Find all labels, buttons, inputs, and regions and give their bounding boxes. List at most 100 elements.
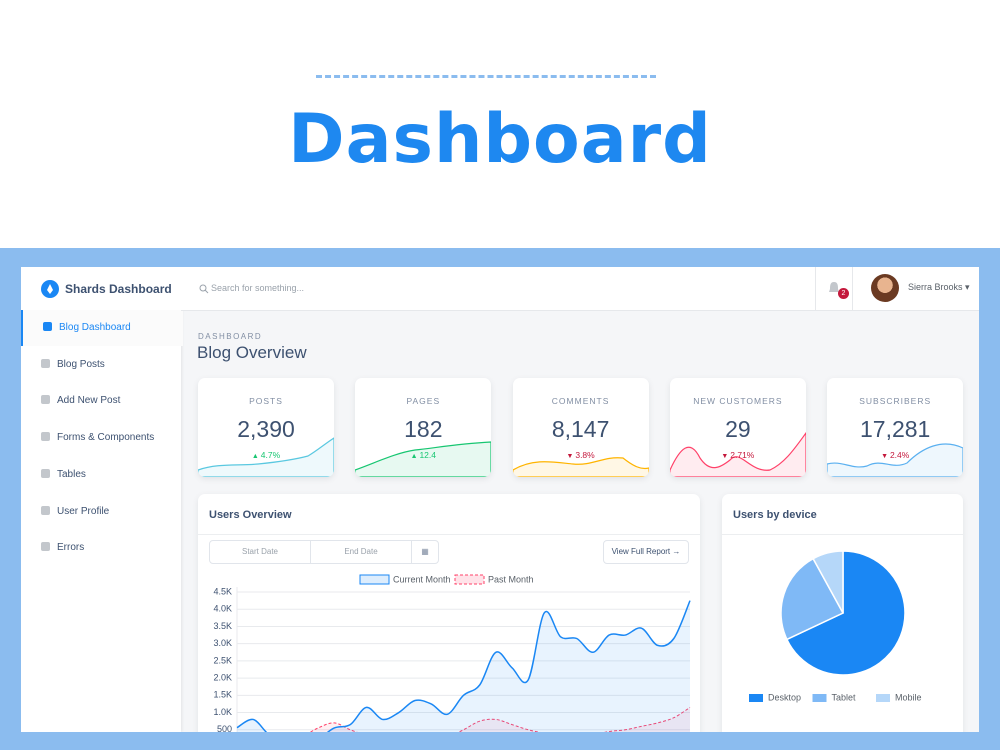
stat-card: POSTS 2,390 ▲ 4.7% [198,378,334,477]
nav-icon [41,505,50,515]
nav-item[interactable]: Add New Post [21,383,181,419]
y-tick-label: 1.0K [213,707,232,717]
brand-name: Shards Dashboard [65,282,172,296]
nav-item[interactable]: Errors [21,530,181,566]
stat-change: ▲ 12.4 [355,450,491,460]
y-tick-label: 2.0K [213,672,232,682]
legend-swatch [812,694,827,702]
stat-card: COMMENTS 8,147 ▼ 3.8% [512,378,649,477]
sparkline [827,443,964,477]
topbar: Search for something... 2 Sierra Brooks … [181,267,979,311]
change-value: 2.4% [889,450,910,460]
divider [722,534,963,535]
legend-swatch [876,694,890,702]
nav-icon [41,395,50,405]
calendar-button[interactable]: ▦ [411,540,439,564]
change-value: 4.7% [260,450,281,460]
nav-label: Blog Posts [57,358,105,370]
sparkline [669,431,806,477]
nav-icon [43,322,52,331]
stat-card: PAGES 182 ▲ 12.4 [355,378,492,477]
pie-slice [780,557,845,641]
stat-change: ▼ 2.71% [670,450,806,460]
nav-icon [41,542,50,552]
y-tick-label: 500 [217,724,232,732]
stat-label: COMMENTS [551,396,610,406]
change-value: 12.4 [419,450,436,460]
nav-item[interactable]: Blog Posts [21,347,181,383]
legend-label: Current Month [393,574,451,584]
y-tick-label: 3.5K [213,621,232,631]
stat-value: 182 [404,416,443,442]
stat-value: 2,390 [237,416,295,442]
legend-label: Mobile [895,692,922,702]
nav-icon [41,432,50,442]
notification-badge: 2 [838,288,849,299]
sparkline [512,457,649,477]
change-value: 2.71% [730,450,755,460]
screenshot: Shards Dashboard Blog Dashboard Blog Post… [21,267,979,732]
charts: 500 1.0K 1.5K 2.0K 2.5K 3.0K 3.5K 4.0K 4.5K Curre… [213,550,922,732]
stat-change: ▼ 2.4% [827,450,963,460]
divider [198,534,700,535]
sparkline-area [669,431,806,477]
nav-label: Add New Post [57,395,121,407]
series-area [237,600,690,732]
nav-item[interactable]: User Profile [21,494,181,530]
nav-icon [41,468,50,478]
trend-arrow: ▼ [566,453,576,460]
users-overview-card: Users Overview Start Date End Date ▦ Vie… [198,494,700,732]
y-tick-label: 4.5K [213,586,232,596]
avatar [871,274,899,302]
stat-label: POSTS [249,396,283,406]
y-tick-label: 3.0K [213,638,232,648]
search-icon [199,284,209,294]
bell-icon [829,282,839,292]
nav-label: User Profile [57,505,110,517]
legend-label: Tablet [832,692,857,702]
pie-slice [785,550,906,676]
nav-item[interactable]: Forms & Components [21,420,181,456]
stat-label: PAGES [406,396,441,406]
user-name: Sierra Brooks [908,282,963,292]
page-subtitle: DASHBOARD [198,332,263,341]
y-tick-label: 4.0K [213,604,232,614]
nav-item[interactable]: Tables [21,457,181,493]
sidebar: Shards Dashboard Blog Dashboard Blog Post… [21,267,183,732]
sparkline-area [827,443,964,477]
legend-swatch [454,574,485,585]
stat-change: ▲ 4.7% [198,450,334,460]
stat-value: 29 [725,416,751,442]
trend-arrow: ▼ [881,453,890,460]
search-input[interactable]: Search for something... [211,283,305,293]
stat-value: 17,281 [860,416,931,442]
stat-card: SUBSCRIBERS 17,281 ▼ 2.4% [827,378,964,477]
legend-label: Desktop [768,692,801,702]
sparkline-area [198,437,334,477]
sparkline-area [512,457,649,477]
pie-slice [812,550,844,614]
nav-label: Tables [57,468,86,480]
report-button[interactable]: View Full Report → [603,540,689,564]
sparkline [355,441,492,477]
brand-logo [41,280,59,298]
sparkline [198,437,334,477]
end-date[interactable]: End Date [310,540,412,564]
stat-label: NEW CUSTOMERS [693,396,783,406]
stat-label: SUBSCRIBERS [859,396,932,406]
user-menu[interactable]: Sierra Brooks ▾ [908,282,970,292]
nav-item[interactable]: Blog Dashboard [21,310,183,346]
start-date[interactable]: Start Date [209,540,311,564]
headline: Dashboard [288,100,712,179]
y-tick-label: 2.5K [213,655,232,665]
stat-value: 8,147 [551,416,610,442]
sparkline-area [355,441,492,477]
card-title: Users by device [733,509,817,521]
y-tick-label: 1.5K [213,690,232,700]
nav-label: Blog Dashboard [59,322,131,333]
page-title: Blog Overview [197,343,307,362]
trend-arrow: ▼ [721,453,731,460]
notifications[interactable]: 2 [815,267,853,310]
stat-card: NEW CUSTOMERS 29 ▼ 2.71% [669,378,806,477]
